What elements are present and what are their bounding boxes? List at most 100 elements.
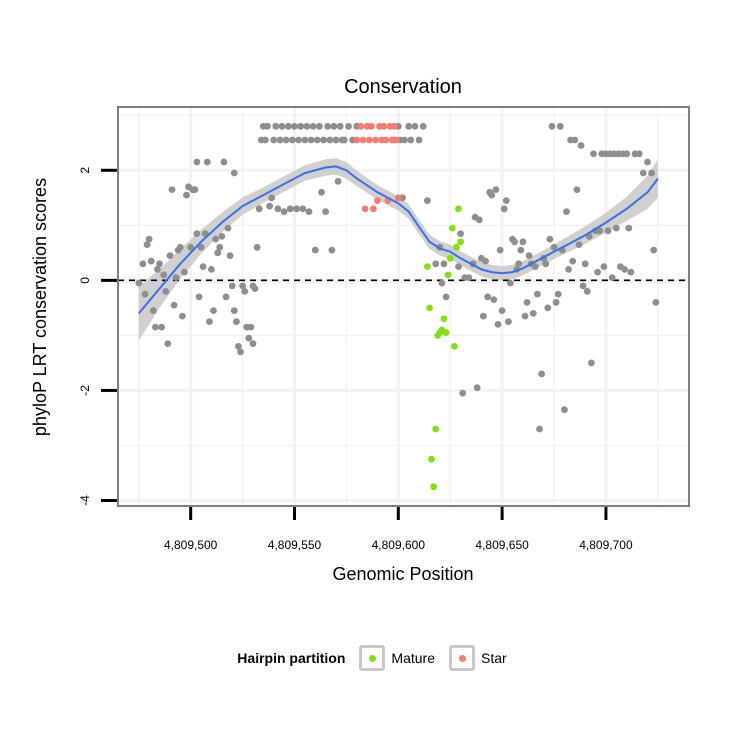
data-point-other <box>519 238 527 246</box>
data-point-mature <box>453 243 460 251</box>
data-point-mature <box>424 263 431 270</box>
data-point-other <box>492 186 500 194</box>
data-point-other <box>172 274 180 281</box>
data-point-other <box>473 384 481 392</box>
data-point-star <box>390 122 398 130</box>
data-point-other <box>639 169 647 177</box>
data-point-other <box>255 205 263 213</box>
data-point-star <box>382 136 390 144</box>
panel-border <box>117 106 690 507</box>
data-point-other <box>149 307 157 314</box>
data-point-other <box>500 205 508 213</box>
data-point-other <box>164 340 172 347</box>
data-points <box>135 122 660 491</box>
data-point-other <box>284 122 292 130</box>
data-point-other <box>498 307 506 314</box>
data-point-other <box>490 296 498 303</box>
data-point-star <box>372 136 379 144</box>
data-point-other <box>322 208 329 216</box>
data-point-other <box>301 136 309 144</box>
data-point-other <box>216 243 224 251</box>
legend-label-mature: Mature <box>391 650 435 666</box>
data-point-other <box>328 246 336 254</box>
data-point-other <box>581 260 589 268</box>
data-point-other <box>507 279 514 287</box>
data-point-other <box>143 241 151 249</box>
data-point-other <box>230 307 238 314</box>
data-point-other <box>565 266 572 273</box>
data-point-other <box>588 359 595 367</box>
data-point-other <box>552 299 560 306</box>
data-point-other <box>505 318 512 325</box>
data-point-other <box>191 186 199 194</box>
data-point-other <box>206 318 213 325</box>
data-point-other <box>625 224 633 232</box>
data-point-other <box>179 312 186 320</box>
data-point-other <box>330 122 338 130</box>
data-point-other <box>210 307 217 314</box>
data-point-other <box>482 257 489 265</box>
data-point-other <box>405 122 413 130</box>
data-point-other <box>583 288 591 295</box>
data-point-other <box>158 323 166 331</box>
data-point-other <box>251 285 259 292</box>
data-point-other <box>548 122 556 130</box>
data-point-other <box>571 136 579 144</box>
data-point-other <box>432 260 440 268</box>
data-point-other <box>264 122 271 130</box>
data-point-other <box>488 191 496 199</box>
data-point-other <box>154 266 161 273</box>
data-point-star <box>357 122 365 130</box>
data-point-other <box>334 177 342 185</box>
data-point-other <box>262 136 269 144</box>
data-point-other <box>222 293 230 301</box>
legend-item-star: Star <box>449 645 507 671</box>
mature-dot-icon <box>368 654 376 662</box>
data-point-other <box>546 235 554 243</box>
x-tick-label: 4,809,700 <box>579 538 633 552</box>
data-point-other <box>502 197 510 205</box>
data-point-other <box>648 169 655 177</box>
data-point-mature <box>457 238 464 246</box>
data-point-other <box>411 122 419 130</box>
data-point-other <box>544 304 552 312</box>
data-point-other <box>237 348 244 356</box>
data-point-other <box>193 158 201 166</box>
x-tick-label: 4,809,550 <box>268 538 322 552</box>
data-point-other <box>145 235 153 243</box>
data-point-other <box>224 224 232 232</box>
data-point-other <box>424 197 431 205</box>
data-point-other <box>195 293 203 301</box>
data-point-mature <box>444 271 452 279</box>
data-point-other <box>270 136 278 144</box>
legend-title: Hairpin partition <box>237 650 346 666</box>
data-point-star <box>380 122 388 130</box>
chart-title: Conservation <box>344 76 462 98</box>
data-point-other <box>168 186 176 194</box>
data-point-other <box>644 158 651 166</box>
data-point-star <box>392 136 400 144</box>
x-axis: 4,809,500 4,809,550 4,809,600 4,809,650 4,80… <box>164 507 633 552</box>
data-point-other <box>220 158 228 166</box>
data-point-other <box>320 136 327 144</box>
data-point-other <box>596 227 604 235</box>
data-point-other <box>401 136 408 144</box>
data-point-other <box>550 243 558 251</box>
data-point-other <box>235 343 242 350</box>
data-point-other <box>538 370 545 378</box>
data-point-star <box>394 194 402 202</box>
data-point-other <box>556 122 564 130</box>
data-point-other <box>612 224 620 232</box>
data-point-other <box>162 288 170 295</box>
data-point-other <box>307 136 315 144</box>
data-point-star <box>365 136 373 144</box>
data-point-other <box>253 243 261 251</box>
x-tick-label: 4,809,650 <box>475 538 529 552</box>
data-point-other <box>511 238 518 246</box>
data-point-mature <box>446 254 454 262</box>
y-tick-label: -2 <box>78 385 92 396</box>
data-point-mature <box>455 205 462 213</box>
data-point-other <box>156 260 163 268</box>
data-point-other <box>208 266 215 273</box>
x-tick-label: 4,809,600 <box>372 538 426 552</box>
